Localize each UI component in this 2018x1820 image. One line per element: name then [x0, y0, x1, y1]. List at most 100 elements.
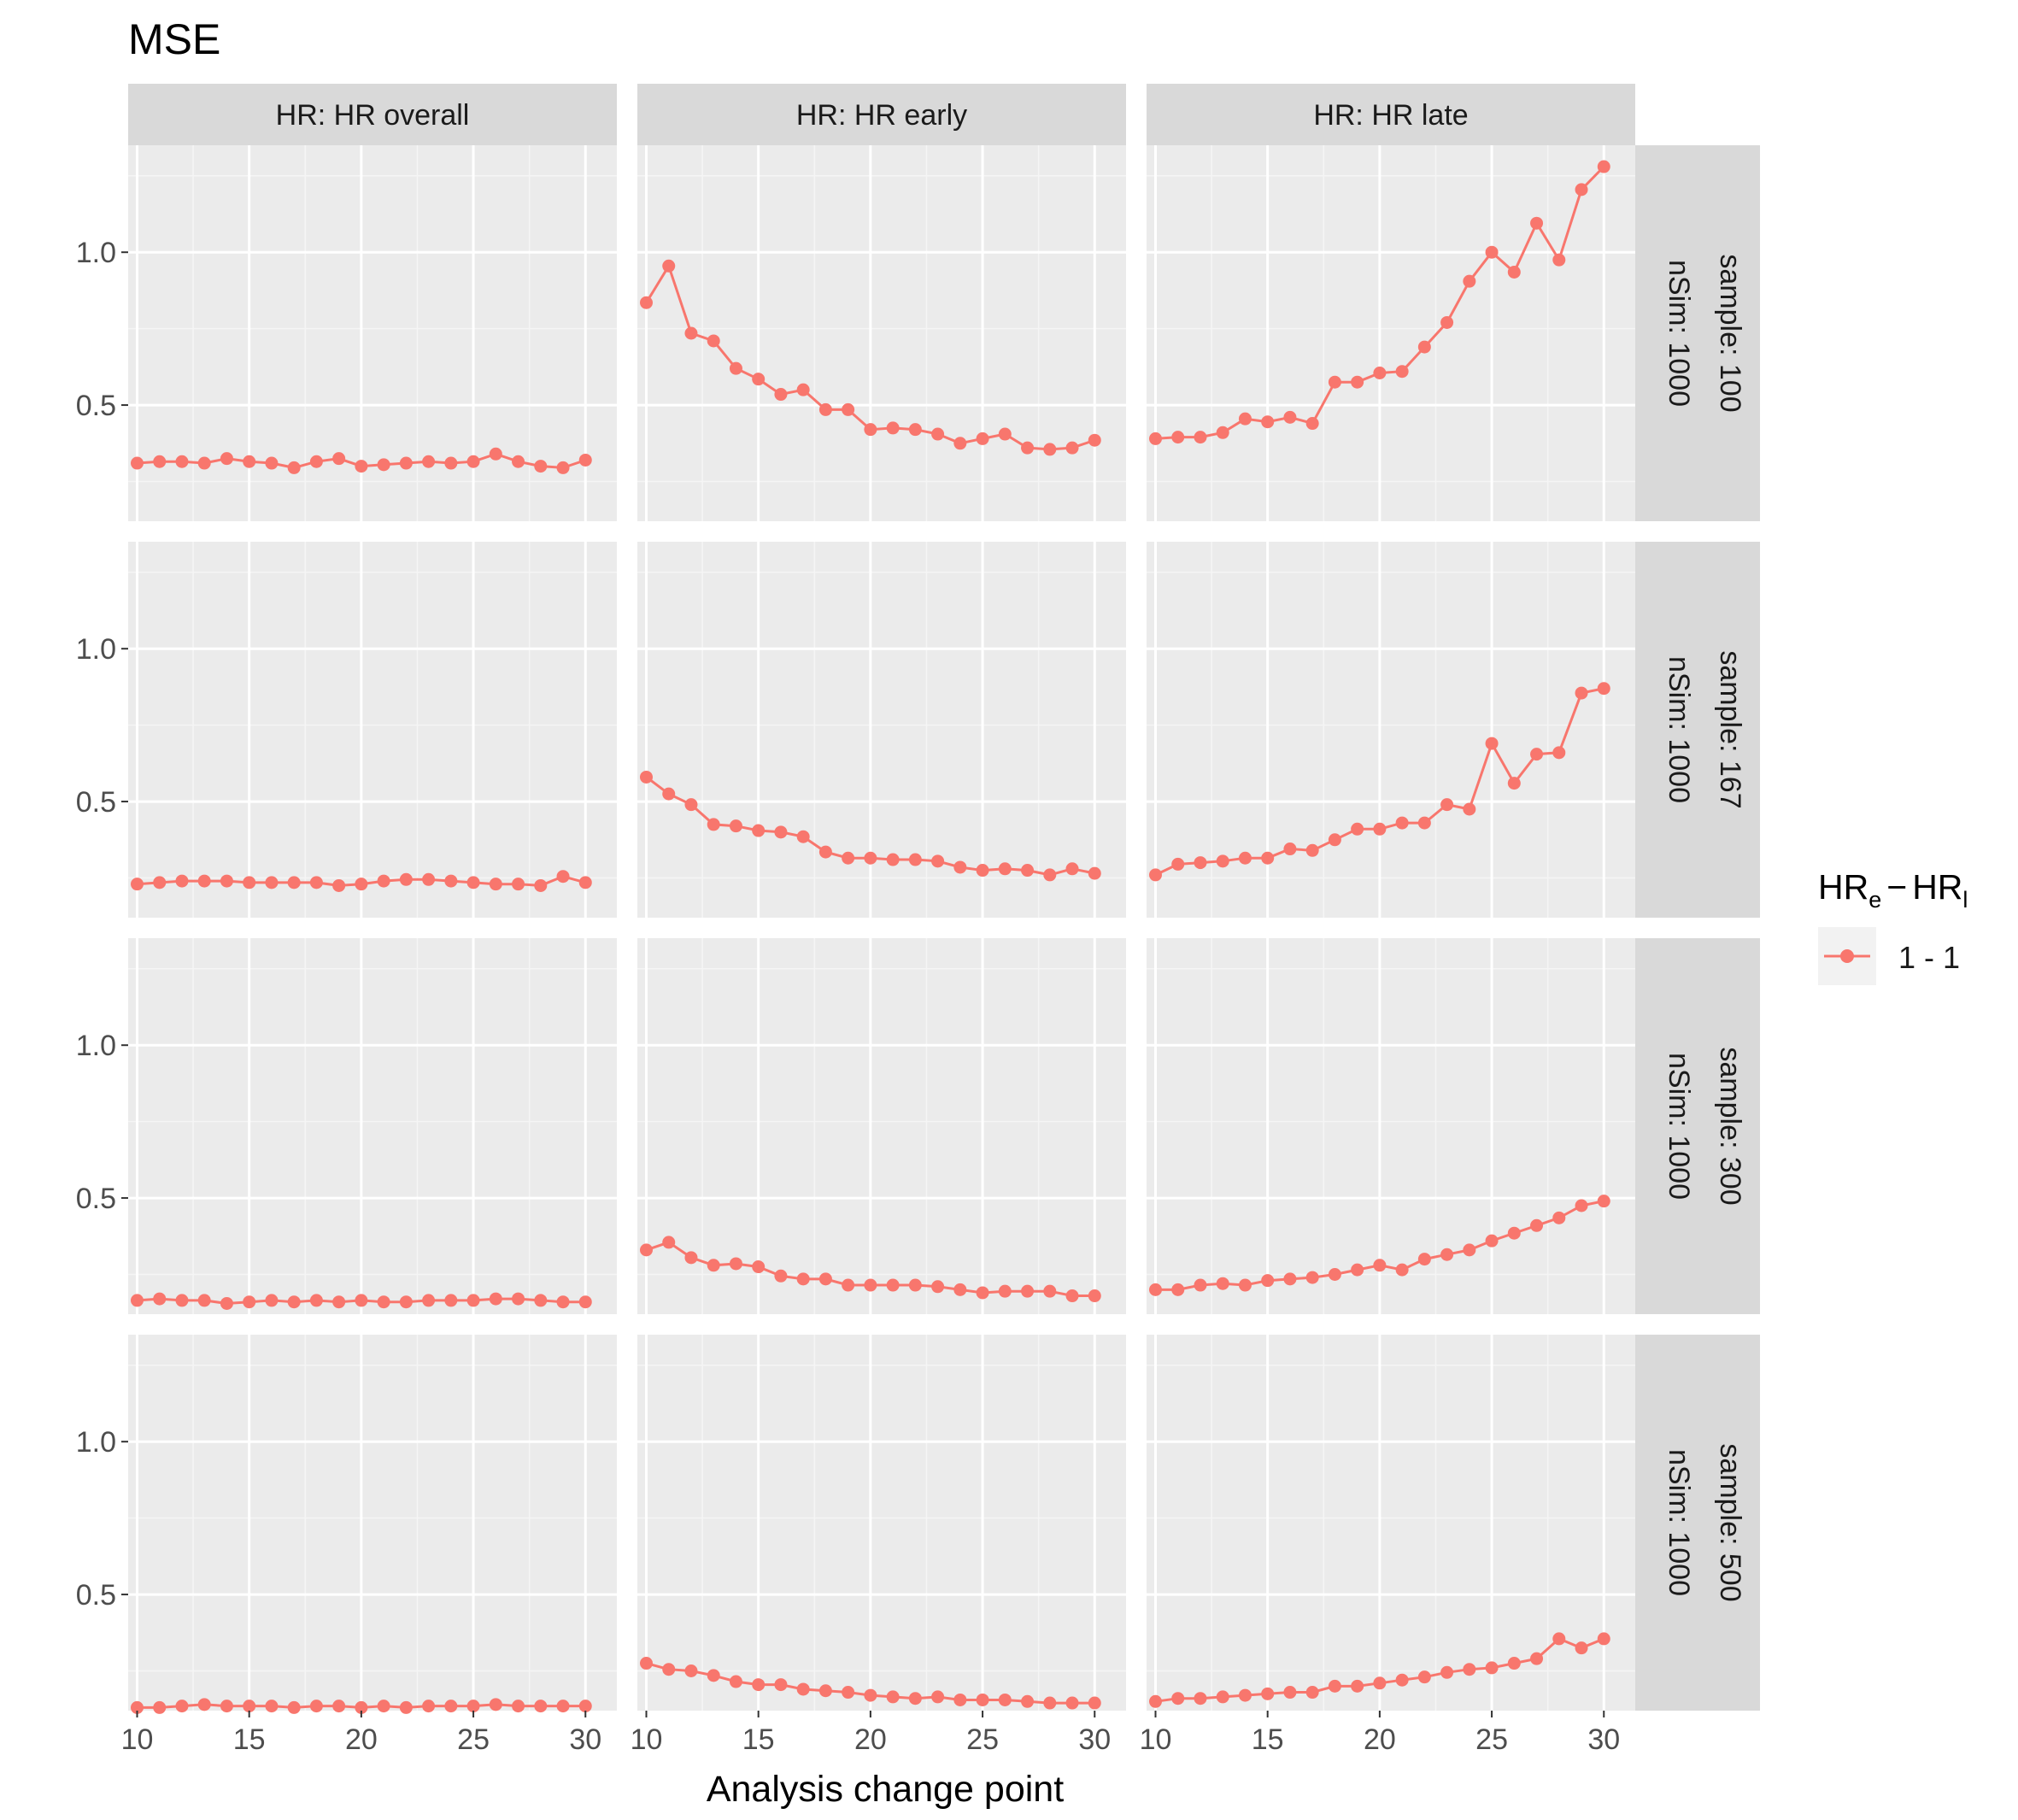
- data-point: [1507, 777, 1521, 790]
- data-point: [1305, 843, 1319, 857]
- data-point: [998, 427, 1012, 441]
- facet-column-strip: [1147, 84, 1635, 145]
- data-point: [1171, 857, 1185, 871]
- x-axis-tick-label: 25: [966, 1723, 999, 1756]
- data-point: [220, 1296, 233, 1310]
- data-point: [1373, 822, 1387, 836]
- x-axis-tick-label: 30: [1078, 1723, 1111, 1756]
- data-point: [886, 1278, 900, 1292]
- y-axis-tick-label: 1.0: [76, 1426, 116, 1459]
- data-point: [1485, 1234, 1499, 1248]
- x-axis-tick-label: 25: [457, 1723, 490, 1756]
- x-axis-tick-label: 15: [1252, 1723, 1284, 1756]
- data-point: [1021, 1694, 1035, 1708]
- data-point: [1417, 1670, 1431, 1684]
- data-point: [287, 1700, 301, 1714]
- legend-title-hr-early: HR: [1818, 867, 1868, 907]
- data-point: [355, 1700, 368, 1714]
- data-point: [1328, 833, 1341, 847]
- data-point: [309, 876, 323, 889]
- data-point: [1463, 802, 1476, 816]
- data-point: [332, 878, 346, 892]
- data-point: [175, 455, 189, 468]
- data-point: [534, 1700, 548, 1713]
- data-point: [1261, 851, 1275, 865]
- data-point: [534, 1294, 548, 1307]
- data-point: [976, 1286, 989, 1300]
- legend: HRe − HRl 1 - 1: [1818, 867, 1968, 985]
- data-point: [1530, 216, 1544, 230]
- y-axis-tick-label: 1.0: [76, 1030, 116, 1062]
- data-point: [1216, 854, 1229, 868]
- x-axis-tick-label: 10: [631, 1723, 663, 1756]
- data-point: [466, 876, 480, 889]
- data-point: [1148, 1283, 1162, 1296]
- panel-background: [637, 938, 1126, 1314]
- x-axis-tick-label: 20: [345, 1723, 378, 1756]
- data-point: [1597, 682, 1610, 696]
- data-point: [662, 259, 676, 273]
- data-point: [399, 872, 413, 886]
- data-point: [1417, 340, 1431, 354]
- data-point: [1351, 1263, 1364, 1277]
- data-point: [422, 872, 436, 886]
- data-point: [684, 1664, 698, 1677]
- legend-title-hr-late: HR: [1912, 867, 1962, 907]
- data-point: [578, 453, 592, 467]
- data-point: [684, 798, 698, 812]
- data-point: [796, 1682, 810, 1696]
- panel-background: [128, 145, 617, 521]
- facet-column-label: HR: HR overall: [276, 99, 470, 132]
- data-point: [1485, 1661, 1499, 1675]
- data-point: [707, 1669, 720, 1682]
- data-point: [1194, 1278, 1207, 1292]
- data-point: [1065, 441, 1079, 455]
- data-point: [662, 787, 676, 801]
- data-point: [422, 455, 436, 468]
- facet-row-sample-label: sample: 300: [1714, 1047, 1746, 1205]
- data-point: [1194, 856, 1207, 870]
- data-point: [1373, 1676, 1387, 1690]
- data-point: [1043, 1696, 1057, 1710]
- data-point: [377, 1295, 390, 1309]
- data-point: [842, 851, 855, 865]
- data-point: [153, 455, 167, 468]
- legend-title-minus: −: [1886, 867, 1907, 907]
- data-point: [355, 1294, 368, 1307]
- data-point: [1238, 1278, 1252, 1292]
- data-point: [842, 1278, 855, 1292]
- data-point: [265, 456, 279, 470]
- x-axis-tick-label: 25: [1475, 1723, 1508, 1756]
- data-point: [752, 824, 766, 837]
- data-point: [355, 878, 368, 891]
- data-point: [220, 1700, 233, 1713]
- data-point: [1463, 274, 1476, 288]
- data-point: [1530, 1652, 1544, 1665]
- data-point: [1216, 426, 1229, 439]
- data-point: [466, 1700, 480, 1713]
- data-point: [662, 1663, 676, 1676]
- data-point: [1552, 1211, 1566, 1224]
- data-point: [1552, 1632, 1566, 1646]
- data-point: [197, 1698, 211, 1711]
- x-axis-tick-label: 30: [569, 1723, 601, 1756]
- data-point: [1351, 1679, 1364, 1693]
- data-point: [1328, 1267, 1341, 1281]
- legend-item-label: 1 - 1: [1898, 940, 1960, 975]
- data-point: [953, 860, 967, 874]
- data-point: [399, 1700, 413, 1714]
- data-point: [243, 876, 256, 889]
- data-point: [931, 1280, 945, 1294]
- facet-row-nsim-label: nSim: 1000: [1663, 1449, 1695, 1596]
- data-point: [197, 874, 211, 888]
- data-point: [466, 455, 480, 468]
- data-point: [1440, 1665, 1454, 1679]
- data-point: [444, 1700, 458, 1713]
- data-point: [1440, 798, 1454, 812]
- data-point: [578, 1295, 592, 1309]
- data-point: [1395, 365, 1409, 379]
- data-point: [818, 845, 832, 859]
- data-point: [1507, 265, 1521, 279]
- data-point: [774, 825, 788, 839]
- data-point: [556, 1295, 570, 1309]
